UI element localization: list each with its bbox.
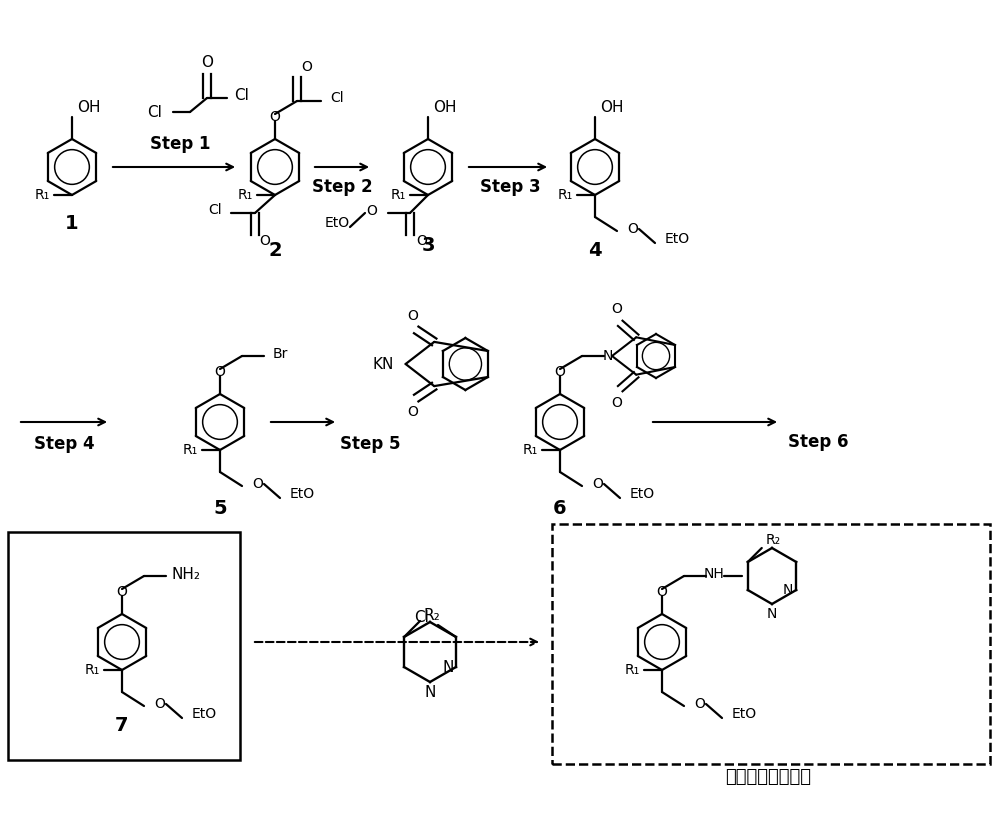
Text: O: O	[611, 395, 622, 409]
Text: Cl: Cl	[330, 91, 344, 105]
Text: 杀菌，杀虫，杀螨: 杀菌，杀虫，杀螨	[725, 768, 811, 786]
FancyBboxPatch shape	[552, 524, 990, 764]
Text: KN: KN	[373, 357, 394, 372]
Text: N: N	[783, 583, 793, 597]
Text: NH₂: NH₂	[172, 566, 200, 581]
Text: Cl: Cl	[235, 87, 249, 103]
Text: R₁: R₁	[84, 663, 100, 677]
Text: EtO: EtO	[665, 232, 690, 246]
Text: N: N	[424, 685, 436, 700]
Text: R₁: R₁	[237, 188, 253, 202]
Text: O: O	[407, 405, 418, 419]
Text: Step 3: Step 3	[480, 178, 540, 196]
FancyBboxPatch shape	[8, 532, 240, 760]
Text: O: O	[155, 697, 165, 711]
Text: Step 1: Step 1	[150, 135, 210, 153]
Text: O: O	[215, 365, 225, 379]
Text: EtO: EtO	[324, 216, 350, 230]
Text: 4: 4	[588, 241, 602, 260]
Text: Br: Br	[272, 347, 288, 361]
Text: O: O	[593, 477, 603, 491]
Text: 7: 7	[115, 715, 129, 735]
Text: R₁: R₁	[34, 188, 50, 202]
Text: 2: 2	[268, 241, 282, 260]
Text: R₁: R₁	[182, 443, 198, 457]
Text: 1: 1	[65, 214, 79, 233]
Text: EtO: EtO	[290, 487, 315, 501]
Text: Step 6: Step 6	[788, 433, 848, 451]
Text: OH: OH	[77, 99, 101, 114]
Text: O: O	[253, 477, 263, 491]
Text: Step 2: Step 2	[312, 178, 372, 196]
Text: Cl: Cl	[415, 609, 429, 625]
Text: O: O	[407, 309, 418, 323]
Text: 6: 6	[553, 498, 567, 518]
Text: R₁: R₁	[624, 663, 640, 677]
Text: O: O	[367, 204, 377, 218]
Text: O: O	[695, 697, 705, 711]
Text: EtO: EtO	[630, 487, 655, 501]
Text: EtO: EtO	[732, 707, 757, 721]
Text: N: N	[603, 349, 613, 363]
Text: R₁: R₁	[522, 443, 538, 457]
Text: O: O	[611, 302, 622, 316]
Text: Cl: Cl	[148, 104, 162, 119]
Text: O: O	[555, 365, 565, 379]
Text: Cl: Cl	[208, 203, 222, 217]
Text: 3: 3	[421, 235, 435, 255]
Text: OH: OH	[433, 99, 457, 114]
Text: N: N	[442, 659, 454, 675]
Text: R₁: R₁	[557, 188, 573, 202]
Text: O: O	[657, 585, 667, 599]
Text: O: O	[260, 234, 270, 248]
Text: O: O	[270, 110, 280, 124]
Text: R₂: R₂	[765, 533, 780, 547]
Text: O: O	[628, 222, 638, 236]
Text: N: N	[767, 607, 777, 621]
Text: R₁: R₁	[390, 188, 406, 202]
Text: 5: 5	[213, 498, 227, 518]
Text: Step 4: Step 4	[34, 435, 94, 453]
Text: O: O	[302, 60, 312, 74]
Text: O: O	[117, 585, 127, 599]
Text: O: O	[417, 234, 427, 248]
Text: OH: OH	[600, 99, 624, 114]
Text: Step 5: Step 5	[340, 435, 400, 453]
Text: NH: NH	[704, 567, 724, 581]
Text: O: O	[201, 54, 213, 70]
Text: R₂: R₂	[424, 607, 440, 622]
Text: EtO: EtO	[192, 707, 217, 721]
